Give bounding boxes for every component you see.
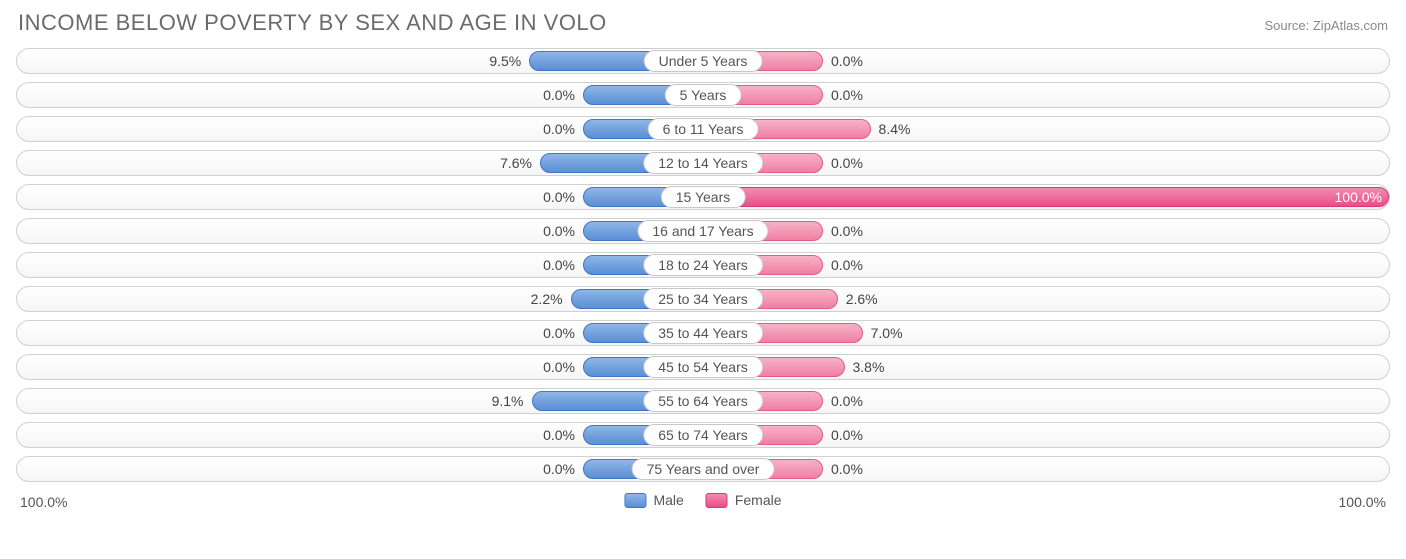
- category-label: 75 Years and over: [632, 458, 775, 480]
- male-value-label: 0.0%: [543, 257, 575, 273]
- male-value-label: 0.0%: [543, 325, 575, 341]
- male-value-label: 7.6%: [500, 155, 532, 171]
- table-row: 0.0% 3.8% 45 to 54 Years: [16, 354, 1390, 380]
- female-value-label: 0.0%: [831, 257, 863, 273]
- category-label: 5 Years: [665, 84, 742, 106]
- table-row: 0.0% 0.0% 5 Years: [16, 82, 1390, 108]
- legend-male-label: Male: [653, 492, 683, 508]
- male-value-label: 9.5%: [489, 53, 521, 69]
- female-value-label: 0.0%: [831, 223, 863, 239]
- table-row: 9.1% 0.0% 55 to 64 Years: [16, 388, 1390, 414]
- table-row: 0.0% 7.0% 35 to 44 Years: [16, 320, 1390, 346]
- table-row: 7.6% 0.0% 12 to 14 Years: [16, 150, 1390, 176]
- category-label: 12 to 14 Years: [643, 152, 763, 174]
- category-label: 65 to 74 Years: [643, 424, 763, 446]
- legend-female-label: Female: [735, 492, 782, 508]
- female-value-label: 2.6%: [846, 291, 878, 307]
- chart-source: Source: ZipAtlas.com: [1264, 18, 1388, 33]
- male-value-label: 0.0%: [543, 87, 575, 103]
- legend-male: Male: [624, 492, 683, 508]
- male-value-label: 0.0%: [543, 427, 575, 443]
- female-value-label: 100.0%: [1335, 189, 1382, 205]
- category-label: 6 to 11 Years: [648, 118, 759, 140]
- table-row: 0.0% 8.4% 6 to 11 Years: [16, 116, 1390, 142]
- male-value-label: 0.0%: [543, 189, 575, 205]
- table-row: 9.5% 0.0% Under 5 Years: [16, 48, 1390, 74]
- table-row: 2.2% 2.6% 25 to 34 Years: [16, 286, 1390, 312]
- female-value-label: 0.0%: [831, 87, 863, 103]
- female-value-label: 0.0%: [831, 393, 863, 409]
- category-label: 25 to 34 Years: [643, 288, 763, 310]
- diverging-bar-chart: 9.5%0.0%Under 5 Years0.0%0.0%5 Years0.0%…: [14, 48, 1392, 482]
- male-value-label: 0.0%: [543, 223, 575, 239]
- male-value-label: 0.0%: [543, 121, 575, 137]
- male-swatch-icon: [624, 493, 646, 508]
- female-value-label: 0.0%: [831, 155, 863, 171]
- female-value-label: 0.0%: [831, 427, 863, 443]
- female-value-label: 3.8%: [853, 359, 885, 375]
- category-label: 55 to 64 Years: [643, 390, 763, 412]
- table-row: 0.0% 0.0% 75 Years and over: [16, 456, 1390, 482]
- legend-female: Female: [706, 492, 782, 508]
- chart-title: INCOME BELOW POVERTY BY SEX AND AGE IN V…: [18, 10, 607, 36]
- female-value-label: 7.0%: [871, 325, 903, 341]
- male-value-label: 0.0%: [543, 461, 575, 477]
- category-label: 18 to 24 Years: [643, 254, 763, 276]
- axis-label-left: 100.0%: [20, 494, 67, 510]
- chart-header: INCOME BELOW POVERTY BY SEX AND AGE IN V…: [14, 10, 1392, 36]
- category-label: 15 Years: [661, 186, 746, 208]
- category-label: Under 5 Years: [644, 50, 763, 72]
- female-value-label: 0.0%: [831, 53, 863, 69]
- category-label: 16 and 17 Years: [637, 220, 768, 242]
- axis-label-right: 100.0%: [1339, 494, 1386, 510]
- category-label: 35 to 44 Years: [643, 322, 763, 344]
- legend: Male Female: [624, 492, 781, 508]
- male-value-label: 9.1%: [492, 393, 524, 409]
- table-row: 0.0% 0.0% 16 and 17 Years: [16, 218, 1390, 244]
- male-value-label: 2.2%: [531, 291, 563, 307]
- table-row: 0.0% 0.0% 65 to 74 Years: [16, 422, 1390, 448]
- table-row: 0.0% 0.0% 18 to 24 Years: [16, 252, 1390, 278]
- female-swatch-icon: [706, 493, 728, 508]
- male-value-label: 0.0%: [543, 359, 575, 375]
- table-row: 0.0% 100.0% 15 Years: [16, 184, 1390, 210]
- female-value-label: 8.4%: [879, 121, 911, 137]
- female-bar: [703, 187, 1389, 207]
- category-label: 45 to 54 Years: [643, 356, 763, 378]
- female-value-label: 0.0%: [831, 461, 863, 477]
- chart-footer: 100.0% Male Female 100.0%: [14, 490, 1392, 524]
